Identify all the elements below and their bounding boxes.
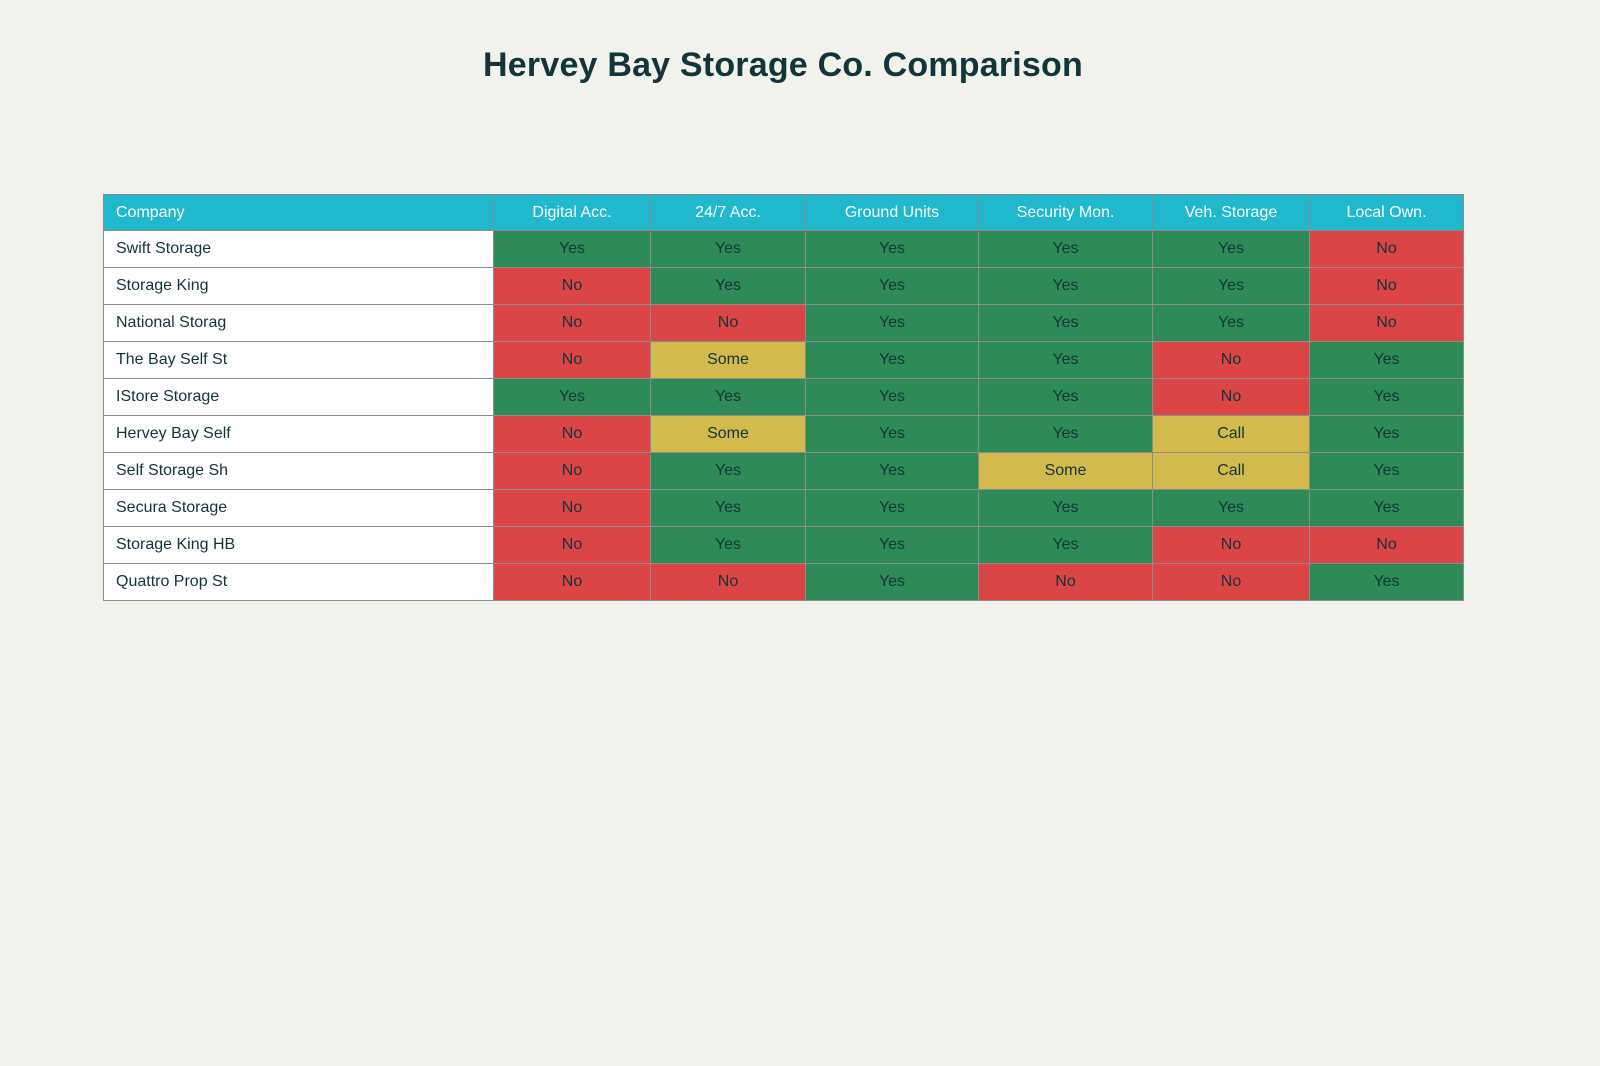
column-header: Security Mon.	[978, 194, 1153, 231]
table-row: Self Storage Sh No Yes Yes Some Call Yes	[103, 452, 1464, 490]
value-cell: Yes	[650, 230, 806, 268]
table-row: Secura Storage No Yes Yes Yes Yes Yes	[103, 489, 1464, 527]
value-cell: No	[1309, 267, 1464, 305]
value-cell: No	[650, 304, 806, 342]
value-cell: Yes	[805, 230, 979, 268]
value-cell: Yes	[1152, 489, 1310, 527]
company-cell: IStore Storage	[103, 378, 494, 416]
value-cell: No	[1152, 378, 1310, 416]
value-cell: Yes	[650, 489, 806, 527]
value-cell: No	[493, 452, 651, 490]
value-cell: Yes	[1309, 563, 1464, 601]
value-cell: No	[1152, 341, 1310, 379]
value-cell: Some	[650, 341, 806, 379]
value-cell: Yes	[1152, 230, 1310, 268]
table-row: IStore Storage Yes Yes Yes Yes No Yes	[103, 378, 1464, 416]
value-cell: Yes	[650, 452, 806, 490]
company-cell: Self Storage Sh	[103, 452, 494, 490]
value-cell: No	[1309, 230, 1464, 268]
value-cell: Yes	[978, 526, 1153, 564]
column-header: Veh. Storage	[1152, 194, 1310, 231]
value-cell: No	[1309, 526, 1464, 564]
page-title: Hervey Bay Storage Co. Comparison	[483, 46, 1083, 84]
value-cell: Call	[1152, 415, 1310, 453]
value-cell: Yes	[493, 378, 651, 416]
value-cell: Yes	[493, 230, 651, 268]
column-header: Digital Acc.	[493, 194, 651, 231]
column-header: Local Own.	[1309, 194, 1464, 231]
value-cell: Yes	[978, 267, 1153, 305]
company-cell: The Bay Self St	[103, 341, 494, 379]
value-cell: Yes	[805, 526, 979, 564]
value-cell: Yes	[805, 452, 979, 490]
value-cell: Yes	[1309, 452, 1464, 490]
value-cell: Yes	[978, 230, 1153, 268]
value-cell: No	[493, 489, 651, 527]
company-cell: Storage King HB	[103, 526, 494, 564]
value-cell: Yes	[978, 489, 1153, 527]
value-cell: Yes	[1309, 415, 1464, 453]
table-row: Storage King No Yes Yes Yes Yes No	[103, 267, 1464, 305]
value-cell: No	[493, 526, 651, 564]
value-cell: Yes	[978, 415, 1153, 453]
value-cell: No	[1152, 526, 1310, 564]
value-cell: Yes	[805, 267, 979, 305]
page-container: Hervey Bay Storage Co. Comparison Compan…	[103, 0, 1464, 601]
value-cell: Some	[650, 415, 806, 453]
value-cell: Some	[978, 452, 1153, 490]
value-cell: Yes	[978, 378, 1153, 416]
value-cell: No	[1309, 304, 1464, 342]
comparison-table: Company Digital Acc. 24/7 Acc. Ground Units…	[103, 194, 1464, 601]
value-cell: Yes	[805, 563, 979, 601]
value-cell: Yes	[978, 304, 1153, 342]
company-cell: Quattro Prop St	[103, 563, 494, 601]
company-cell: Secura Storage	[103, 489, 494, 527]
table-row: Storage King HB No Yes Yes Yes No No	[103, 526, 1464, 564]
column-header: 24/7 Acc.	[650, 194, 806, 231]
value-cell: Yes	[805, 341, 979, 379]
column-header-company: Company	[103, 194, 494, 231]
value-cell: Yes	[1152, 267, 1310, 305]
value-cell: No	[493, 341, 651, 379]
table-row: Hervey Bay Self No Some Yes Yes Call Yes	[103, 415, 1464, 453]
value-cell: Yes	[805, 304, 979, 342]
value-cell: No	[493, 304, 651, 342]
company-cell: Swift Storage	[103, 230, 494, 268]
value-cell: No	[1152, 563, 1310, 601]
table-row: Swift Storage Yes Yes Yes Yes Yes No	[103, 230, 1464, 268]
table-row: National Storag No No Yes Yes Yes No	[103, 304, 1464, 342]
value-cell: Yes	[1309, 341, 1464, 379]
company-cell: Hervey Bay Self	[103, 415, 494, 453]
table-row: Quattro Prop St No No Yes No No Yes	[103, 563, 1464, 601]
value-cell: Yes	[650, 378, 806, 416]
table-body: Swift Storage Yes Yes Yes Yes Yes No Storage Ki…	[103, 230, 1464, 601]
value-cell: No	[650, 563, 806, 601]
value-cell: Yes	[650, 526, 806, 564]
table-row: The Bay Self St No Some Yes Yes No Yes	[103, 341, 1464, 379]
value-cell: Yes	[650, 267, 806, 305]
value-cell: No	[493, 415, 651, 453]
value-cell: No	[493, 563, 651, 601]
value-cell: No	[978, 563, 1153, 601]
company-cell: Storage King	[103, 267, 494, 305]
value-cell: Yes	[1309, 489, 1464, 527]
table-header: Company Digital Acc. 24/7 Acc. Ground Units…	[103, 194, 1464, 231]
value-cell: Yes	[1152, 304, 1310, 342]
header-row: Company Digital Acc. 24/7 Acc. Ground Units…	[103, 194, 1464, 231]
value-cell: Yes	[805, 378, 979, 416]
value-cell: Yes	[805, 415, 979, 453]
company-cell: National Storag	[103, 304, 494, 342]
value-cell: Call	[1152, 452, 1310, 490]
value-cell: Yes	[978, 341, 1153, 379]
value-cell: Yes	[1309, 378, 1464, 416]
column-header: Ground Units	[805, 194, 979, 231]
value-cell: Yes	[805, 489, 979, 527]
value-cell: No	[493, 267, 651, 305]
